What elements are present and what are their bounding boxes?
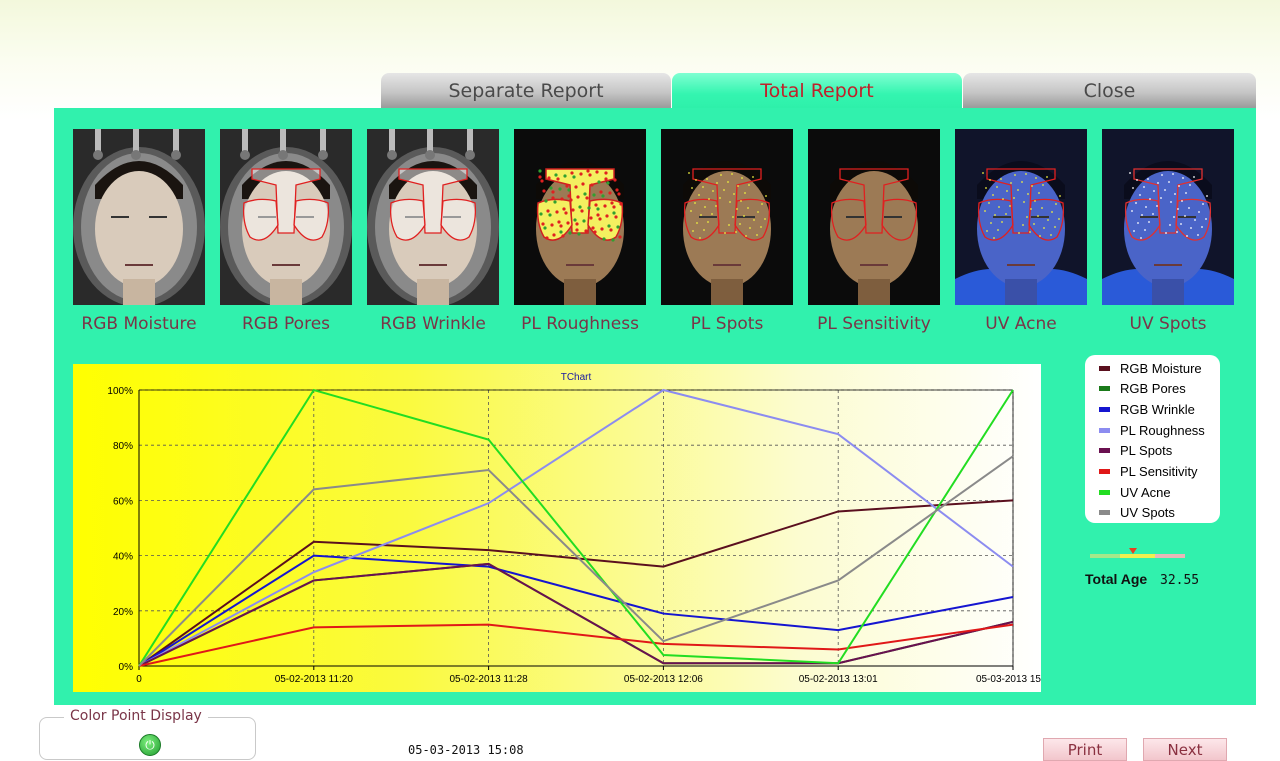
series-line-pl-spots (138, 562, 1014, 667)
legend-label: PL Spots (1120, 443, 1173, 459)
legend-item: PL Roughness (1099, 420, 1205, 440)
legend-label: RGB Pores (1120, 381, 1186, 397)
face-image (367, 129, 499, 305)
thumbnail-label: PL Roughness (521, 314, 639, 334)
report-panel: RGB Moisture RGB Pores RGB Wrinkle PL Rough… (54, 108, 1256, 705)
legend-label: RGB Wrinkle (1120, 401, 1195, 417)
y-tick-label: 80% (113, 441, 133, 452)
thumbnail-label: RGB Wrinkle (380, 314, 486, 334)
face-image (73, 129, 205, 305)
legend-label: RGB Moisture (1120, 360, 1202, 376)
chart-legend: RGB Moisture RGB Pores RGB Wrinkle PL Rough… (1085, 355, 1220, 523)
print-button[interactable]: Print (1043, 738, 1127, 761)
legend-swatch (1099, 365, 1110, 371)
thumbnail-pl-sensitivity[interactable] (808, 129, 940, 305)
color-point-display: Color Point Display ⏻ (39, 708, 256, 760)
power-icon[interactable]: ⏻ (139, 734, 161, 756)
legend-swatch (1099, 386, 1110, 392)
age-marker-icon (1129, 548, 1137, 554)
legend-item: UV Acne (1099, 482, 1171, 502)
legend-swatch (1099, 427, 1110, 433)
thumbnail-label: RGB Pores (241, 314, 331, 334)
thumbnail-pl-roughness[interactable] (514, 129, 646, 305)
face-image (808, 129, 940, 305)
x-tick-label: 05-02-2013 12:06 (624, 674, 703, 685)
age-gauge (1090, 548, 1185, 558)
legend-swatch (1099, 406, 1110, 412)
total-age-value: 32.55 (1160, 573, 1200, 588)
legend-swatch (1099, 469, 1110, 474)
tab-total-report[interactable]: Total Report (672, 73, 962, 108)
thumbnail-label: PL Sensitivity (817, 314, 931, 334)
thumbnail-rgb-wrinkle[interactable] (367, 129, 499, 305)
x-tick-label: 0 (136, 674, 142, 685)
timestamp: 05-03-2013 15:08 (408, 743, 524, 757)
legend-item: PL Sensitivity (1099, 462, 1198, 482)
legend-item: PL Spots (1099, 441, 1172, 461)
chart-title: TChart (561, 372, 592, 383)
y-tick-label: 20% (113, 607, 133, 618)
x-tick-label: 05-02-2013 11:20 (275, 674, 354, 685)
thumbnail-label: UV Spots (1129, 314, 1207, 334)
x-tick-label: 05-02-2013 13:01 (799, 674, 878, 685)
legend-swatch (1099, 489, 1110, 495)
y-tick-label: 100% (107, 386, 133, 397)
series-line-pl-roughness (138, 388, 1014, 667)
thumbnail-pl-spots[interactable] (661, 129, 793, 305)
face-image (661, 129, 793, 305)
x-tick-label: 05-03-2013 15 (976, 674, 1041, 685)
thumbnail-label: RGB Moisture (81, 314, 197, 334)
next-button[interactable]: Next (1143, 738, 1227, 761)
thumbnail-uv-acne[interactable] (955, 129, 1087, 305)
tab-close[interactable]: Close (963, 73, 1256, 108)
series-line-uv-acne (138, 388, 1014, 667)
legend-label: PL Roughness (1120, 422, 1205, 438)
legend-swatch (1099, 448, 1110, 454)
chart-svg: TChart 0% 20% 40% 60% 80% 100% 0 05-02-2013 11:2… (107, 372, 1041, 685)
legend-item: UV Spots (1099, 503, 1175, 523)
thumbnail-uv-spots[interactable] (1102, 129, 1234, 305)
face-image (514, 129, 646, 305)
x-tick-label: 05-02-2013 11:28 (449, 674, 528, 685)
legend-label: UV Acne (1120, 484, 1171, 500)
y-tick-label: 60% (113, 496, 133, 507)
legend-swatch (1099, 510, 1110, 516)
face-image (955, 129, 1087, 305)
total-age-label: Total Age (1085, 571, 1148, 587)
thumbnail-label: UV Acne (985, 314, 1057, 334)
face-image (1102, 129, 1234, 305)
legend-item: RGB Wrinkle (1099, 399, 1195, 419)
color-point-title: Color Point Display (64, 708, 208, 724)
legend-item: RGB Moisture (1099, 358, 1202, 378)
series-line-uv-spots (138, 455, 1014, 667)
series-line-pl-sensitivity (138, 623, 1014, 667)
thumbnail-rgb-pores[interactable] (220, 129, 352, 305)
legend-label: UV Spots (1120, 505, 1175, 521)
tab-separate-report[interactable]: Separate Report (381, 73, 671, 108)
trend-chart: TChart 0% 20% 40% 60% 80% 100% 0 05-02-2013 11:2… (73, 364, 1041, 692)
y-tick-label: 40% (113, 552, 133, 563)
series-line-rgb-wrinkle (138, 554, 1014, 667)
face-image (220, 129, 352, 305)
thumbnail-rgb-moisture[interactable] (73, 129, 205, 305)
series-line-rgb-moisture (138, 499, 1014, 667)
y-tick-label: 0% (119, 662, 134, 673)
thumbnail-label: PL Spots (690, 314, 764, 334)
legend-item: RGB Pores (1099, 379, 1186, 399)
series-line-rgb-pores (138, 562, 1014, 667)
legend-label: PL Sensitivity (1120, 464, 1198, 479)
